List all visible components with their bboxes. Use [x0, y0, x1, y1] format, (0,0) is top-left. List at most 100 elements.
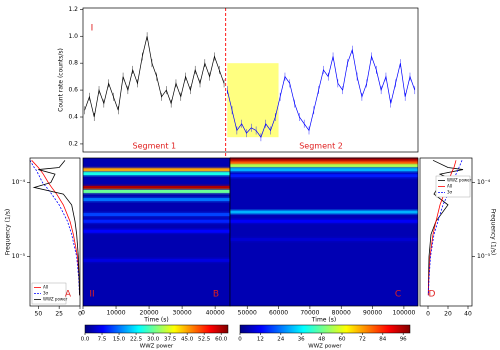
heatmap-stripe [230, 238, 418, 242]
x-tick-label: 90000 [363, 310, 382, 317]
legend-label: A0 [43, 285, 49, 290]
heatmap-halo [230, 172, 418, 179]
panel-label: I [91, 24, 94, 34]
heatmap-stripe [230, 174, 418, 178]
heatmap-halo [83, 196, 230, 203]
colorbar-tick-label: 60 [339, 337, 346, 343]
axes-frame [419, 157, 473, 307]
y-tick-label: 1.0 [68, 33, 78, 40]
heatmap-halo [83, 166, 230, 173]
x-tick-label: 0 [78, 311, 82, 318]
y-axis-label: Frequency (1/s) [490, 209, 497, 256]
x-tick-label: 20000 [140, 310, 159, 317]
heatmap-stripe [230, 158, 418, 162]
y-tick-label: 10⁻⁵ [477, 253, 491, 260]
legend-label: 3σ [43, 291, 49, 296]
heatmap-halo [83, 188, 230, 195]
panel-label: II [89, 290, 94, 300]
x-tick-label: 100000 [392, 310, 415, 317]
x-tick-label: 25 [55, 311, 63, 318]
x-tick-label: 40000 [206, 310, 225, 317]
x-tick-label: 60000 [269, 310, 288, 317]
colorbar-label: WWZ power [308, 344, 342, 350]
y-tick-label: 10⁻⁵ [12, 253, 26, 260]
colorbar-label: WWZ power [140, 344, 174, 350]
heatmap-halo [230, 236, 418, 243]
y-tick-label: 0.8 [68, 60, 78, 67]
panel-label: B [213, 290, 219, 300]
x-axis-label: Time (s) [311, 317, 336, 324]
colorbar-tick-label: 36 [298, 337, 305, 343]
x-tick-label: 50000 [238, 310, 257, 317]
highlight-region [227, 63, 279, 138]
heatmap-stripe [230, 210, 418, 214]
y-tick-label: 10⁻⁴ [12, 179, 26, 186]
axes-frame [29, 157, 81, 307]
series-line [226, 48, 416, 138]
heatmap-stripe [83, 172, 230, 176]
colorbar-tick-label: 84 [379, 337, 386, 343]
x-tick-label: 30000 [173, 310, 192, 317]
series-line [31, 160, 80, 296]
y-tick-label: 0.6 [68, 87, 78, 94]
series-line [84, 36, 225, 118]
y-tick-label: 0.2 [68, 140, 78, 147]
colorbar-tick-label: 22.5 [130, 337, 143, 343]
colorbar-tick-label: 72 [359, 337, 366, 343]
heatmap-stripe [83, 219, 230, 223]
x-tick-label: 0 [426, 311, 430, 318]
axes-frame [229, 157, 419, 307]
y-tick-label: 0.4 [68, 114, 78, 121]
heatmap-stripe [83, 185, 230, 189]
panel-label: A [65, 290, 72, 300]
x-tick-label: 50 [35, 311, 43, 318]
colorbar-tick-label: 15.0 [113, 337, 126, 343]
heatmap-stripe [230, 161, 418, 165]
heatmap-background [230, 158, 418, 306]
colorbar-tick-label: 48 [318, 337, 325, 343]
heatmap-stripe [83, 213, 230, 217]
series-line [427, 159, 464, 296]
heatmap-stripe [230, 164, 418, 168]
heatmap-halo [230, 156, 418, 163]
heatmap-halo [83, 211, 230, 218]
heatmap-halo [83, 257, 230, 264]
colorbar [239, 324, 411, 334]
heatmap-halo [230, 162, 418, 169]
axes-frame [82, 7, 419, 153]
colorbar-tick-label: 30.0 [147, 337, 160, 343]
heatmap-halo [230, 166, 418, 173]
legend-label: 3σ [447, 190, 453, 195]
heatmap-stripe [83, 189, 230, 193]
x-tick-label: 40 [464, 311, 472, 318]
legend-box [31, 282, 67, 305]
legend-label: A0 [447, 184, 453, 189]
heatmap-stripe [83, 198, 230, 202]
segment-label: Segment 2 [299, 142, 343, 151]
y-axis-label: Count rate (counts/s) [58, 48, 65, 112]
y-axis-label: Frequency (1/s) [5, 209, 12, 256]
x-tick-label: 10000 [106, 310, 125, 317]
colorbar-tick-label: 96 [400, 337, 407, 343]
colorbar-tick-label: 37.5 [164, 337, 177, 343]
colorbar-tick-label: 7.5 [98, 337, 107, 343]
colorbar-tick-label: 52.5 [198, 337, 211, 343]
colorbar [84, 324, 229, 334]
segment-label: Segment 1 [133, 142, 177, 151]
heatmap-halo [230, 218, 418, 225]
colorbar-tick-label: 24 [277, 337, 284, 343]
heatmap-halo [83, 218, 230, 225]
x-tick-label: 80000 [332, 310, 351, 317]
colorbar-tick-label: 60.0 [215, 337, 228, 343]
panel-label: C [395, 290, 401, 300]
x-tick-label: 20 [444, 311, 452, 318]
colorbar-tick-label: 0 [238, 337, 242, 343]
heatmap-halo [83, 228, 230, 235]
heatmap-stripe [83, 229, 230, 233]
colorbar-tick-label: 0.0 [81, 337, 90, 343]
heatmap-halo [83, 184, 230, 191]
heatmap-stripe [230, 168, 418, 172]
